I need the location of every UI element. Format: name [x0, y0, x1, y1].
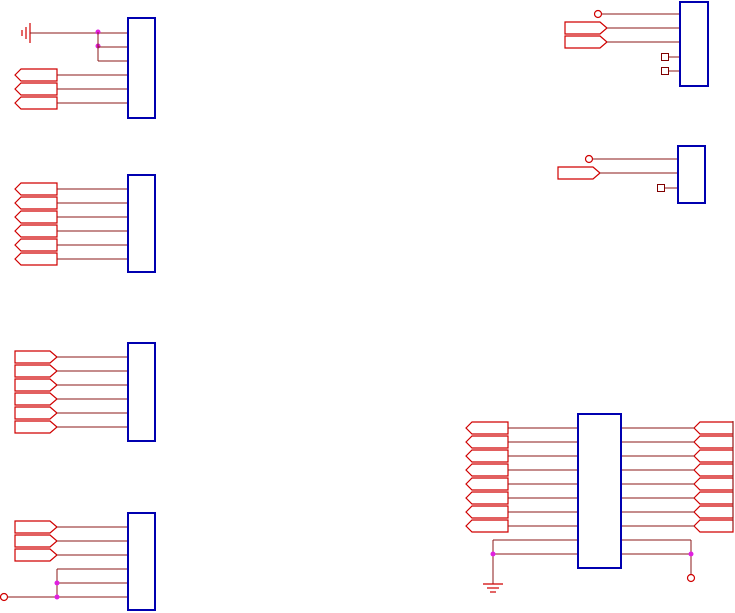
port	[14, 520, 58, 534]
port	[693, 463, 734, 477]
port	[14, 420, 58, 434]
component	[679, 1, 709, 87]
port	[693, 491, 734, 505]
junction	[54, 594, 60, 600]
port	[465, 519, 509, 533]
power-port	[686, 573, 696, 583]
port	[465, 505, 509, 519]
port	[693, 435, 734, 449]
port	[14, 82, 58, 96]
port	[465, 477, 509, 491]
port	[14, 252, 58, 266]
component	[577, 413, 622, 569]
component	[677, 145, 706, 204]
port	[693, 421, 734, 435]
port	[465, 491, 509, 505]
port	[14, 548, 58, 562]
port	[14, 96, 58, 110]
port	[14, 350, 58, 364]
port	[14, 378, 58, 392]
power-port	[0, 592, 9, 602]
port	[14, 534, 58, 548]
junction	[490, 551, 496, 557]
power-port	[593, 9, 603, 19]
no-connect	[661, 67, 669, 75]
port	[693, 519, 734, 533]
port	[14, 238, 58, 252]
component	[127, 17, 156, 119]
port	[14, 406, 58, 420]
port	[14, 210, 58, 224]
port	[14, 182, 58, 196]
component	[127, 174, 156, 273]
power-port	[584, 154, 594, 164]
port	[14, 392, 58, 406]
no-connect	[661, 53, 669, 61]
port	[557, 166, 601, 180]
port	[465, 435, 509, 449]
port	[14, 224, 58, 238]
port	[465, 449, 509, 463]
port	[14, 68, 58, 82]
port	[14, 364, 58, 378]
port	[564, 35, 608, 49]
port	[465, 421, 509, 435]
port	[693, 477, 734, 491]
port	[564, 21, 608, 35]
no-connect	[657, 184, 665, 192]
component	[127, 342, 156, 442]
junction	[688, 551, 694, 557]
port	[465, 463, 509, 477]
junction	[54, 580, 60, 586]
port	[693, 505, 734, 519]
component	[127, 512, 156, 611]
port	[693, 449, 734, 463]
port	[14, 196, 58, 210]
